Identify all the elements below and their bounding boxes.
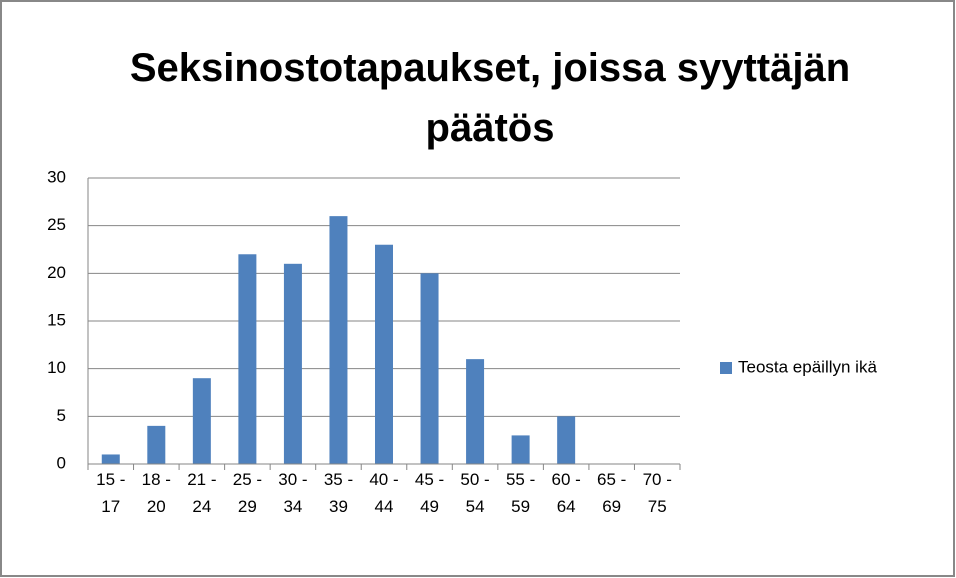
bar bbox=[466, 359, 485, 464]
y-tick-label: 10 bbox=[47, 358, 66, 377]
bar bbox=[192, 378, 211, 464]
x-tick-label: 35 -39 bbox=[324, 470, 353, 516]
chart-title: Seksinostotapaukset, joissa syyttäjän pä… bbox=[129, 46, 851, 150]
x-tick-label: 60 -64 bbox=[552, 470, 581, 516]
x-tick-label: 30 -34 bbox=[278, 470, 307, 516]
x-tick-label: 70 -75 bbox=[643, 470, 672, 516]
bar bbox=[375, 244, 393, 464]
x-tick-label: 15 -17 bbox=[96, 470, 125, 516]
bar bbox=[511, 435, 530, 464]
y-tick-label: 25 bbox=[47, 215, 66, 234]
x-tick-label: 40 -44 bbox=[369, 470, 398, 516]
bar bbox=[147, 425, 166, 464]
legend-swatch bbox=[720, 362, 732, 374]
bar bbox=[420, 273, 439, 464]
y-tick-label: 5 bbox=[57, 406, 66, 425]
y-tick-label: 20 bbox=[47, 263, 66, 282]
bar bbox=[238, 254, 257, 464]
x-tick-label: 45 -49 bbox=[415, 470, 444, 516]
bar bbox=[283, 263, 302, 464]
bar bbox=[329, 216, 348, 464]
bar bbox=[557, 416, 576, 464]
x-tick-label: 21 -24 bbox=[187, 470, 216, 516]
legend-label: Teosta epäillyn ikä bbox=[738, 357, 877, 376]
bar bbox=[101, 454, 120, 464]
x-tick-label: 65 -69 bbox=[597, 470, 626, 516]
x-tick-label: 18 -20 bbox=[142, 470, 171, 516]
y-tick-label: 15 bbox=[47, 310, 66, 329]
x-tick-label: 25 -29 bbox=[233, 470, 262, 516]
x-tick-label: 55 -59 bbox=[506, 470, 535, 516]
x-tick-label: 50 -54 bbox=[460, 470, 489, 516]
y-tick-label: 30 bbox=[47, 167, 66, 186]
y-tick-label: 0 bbox=[57, 453, 66, 472]
